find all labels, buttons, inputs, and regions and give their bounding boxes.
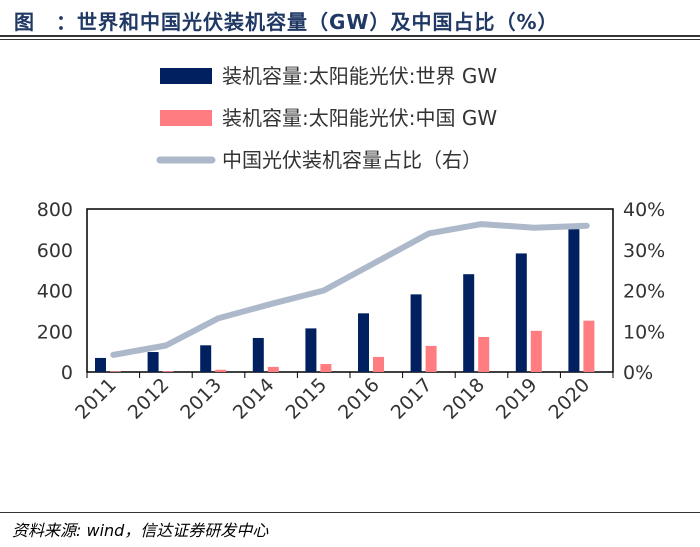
bar-world-2012	[147, 352, 159, 372]
legend-label-1: 装机容量:太阳能光伏:中国 GW	[222, 106, 497, 130]
bar-china-2012	[162, 371, 174, 372]
source-divider	[0, 512, 700, 513]
x-tick-label: 2016	[334, 374, 384, 424]
bar-world-2017	[410, 294, 422, 372]
legend-label-2: 中国光伏装机容量占比（右）	[222, 148, 482, 172]
right-tick-label: 40%	[623, 199, 665, 221]
x-tick-label: 2019	[492, 374, 542, 424]
bar-world-2011	[95, 357, 106, 372]
bar-china-2017	[425, 345, 437, 372]
bar-world-2015	[305, 328, 317, 372]
left-tick-label: 200	[37, 321, 73, 343]
source-note: 资料来源: wind，信达证券研发中心	[12, 521, 269, 540]
left-tick-label: 400	[37, 281, 73, 303]
right-tick-label: 30%	[623, 240, 665, 262]
title-divider	[0, 35, 700, 37]
right-tick-label: 0%	[623, 362, 653, 384]
bar-world-2016	[358, 313, 369, 372]
x-tick-label: 2017	[387, 374, 437, 424]
x-tick-label: 2015	[281, 374, 331, 424]
title-divider-thin	[0, 39, 700, 40]
bar-world-2020	[568, 229, 580, 372]
left-tick-label: 600	[37, 240, 73, 262]
legend-label-0: 装机容量:太阳能光伏:世界 GW	[222, 64, 497, 88]
bar-china-2020	[583, 320, 595, 372]
bar-china-2016	[373, 356, 384, 372]
bar-world-2013	[200, 345, 212, 372]
figure-title: 图 ：世界和中国光伏装机容量（GW）及中国占比（%）	[14, 10, 559, 34]
legend-swatch-1	[160, 110, 212, 126]
bar-china-2013	[215, 369, 227, 372]
china-share-line	[110, 221, 590, 358]
bar-china-2015	[320, 364, 332, 372]
right-tick-label: 10%	[623, 321, 665, 343]
bar-china-2014	[267, 366, 279, 372]
bar-world-2014	[252, 337, 264, 372]
bar-china-2011	[110, 371, 121, 372]
bar-world-2019	[515, 253, 527, 372]
left-tick-label: 0	[61, 362, 73, 384]
x-tick-label: 2014	[229, 374, 279, 424]
x-tick-label: 2011	[71, 374, 121, 424]
x-tick-label: 2013	[176, 374, 226, 424]
left-tick-label: 800	[37, 199, 73, 221]
x-tick-label: 2018	[439, 374, 489, 424]
x-tick-label: 2020	[544, 374, 594, 424]
bar-china-2019	[530, 330, 542, 372]
x-tick-label: 2012	[124, 374, 174, 424]
bar-china-2018	[478, 336, 490, 372]
right-tick-label: 20%	[623, 281, 665, 303]
bar-world-2018	[463, 274, 475, 372]
legend-swatch-0	[160, 68, 212, 84]
